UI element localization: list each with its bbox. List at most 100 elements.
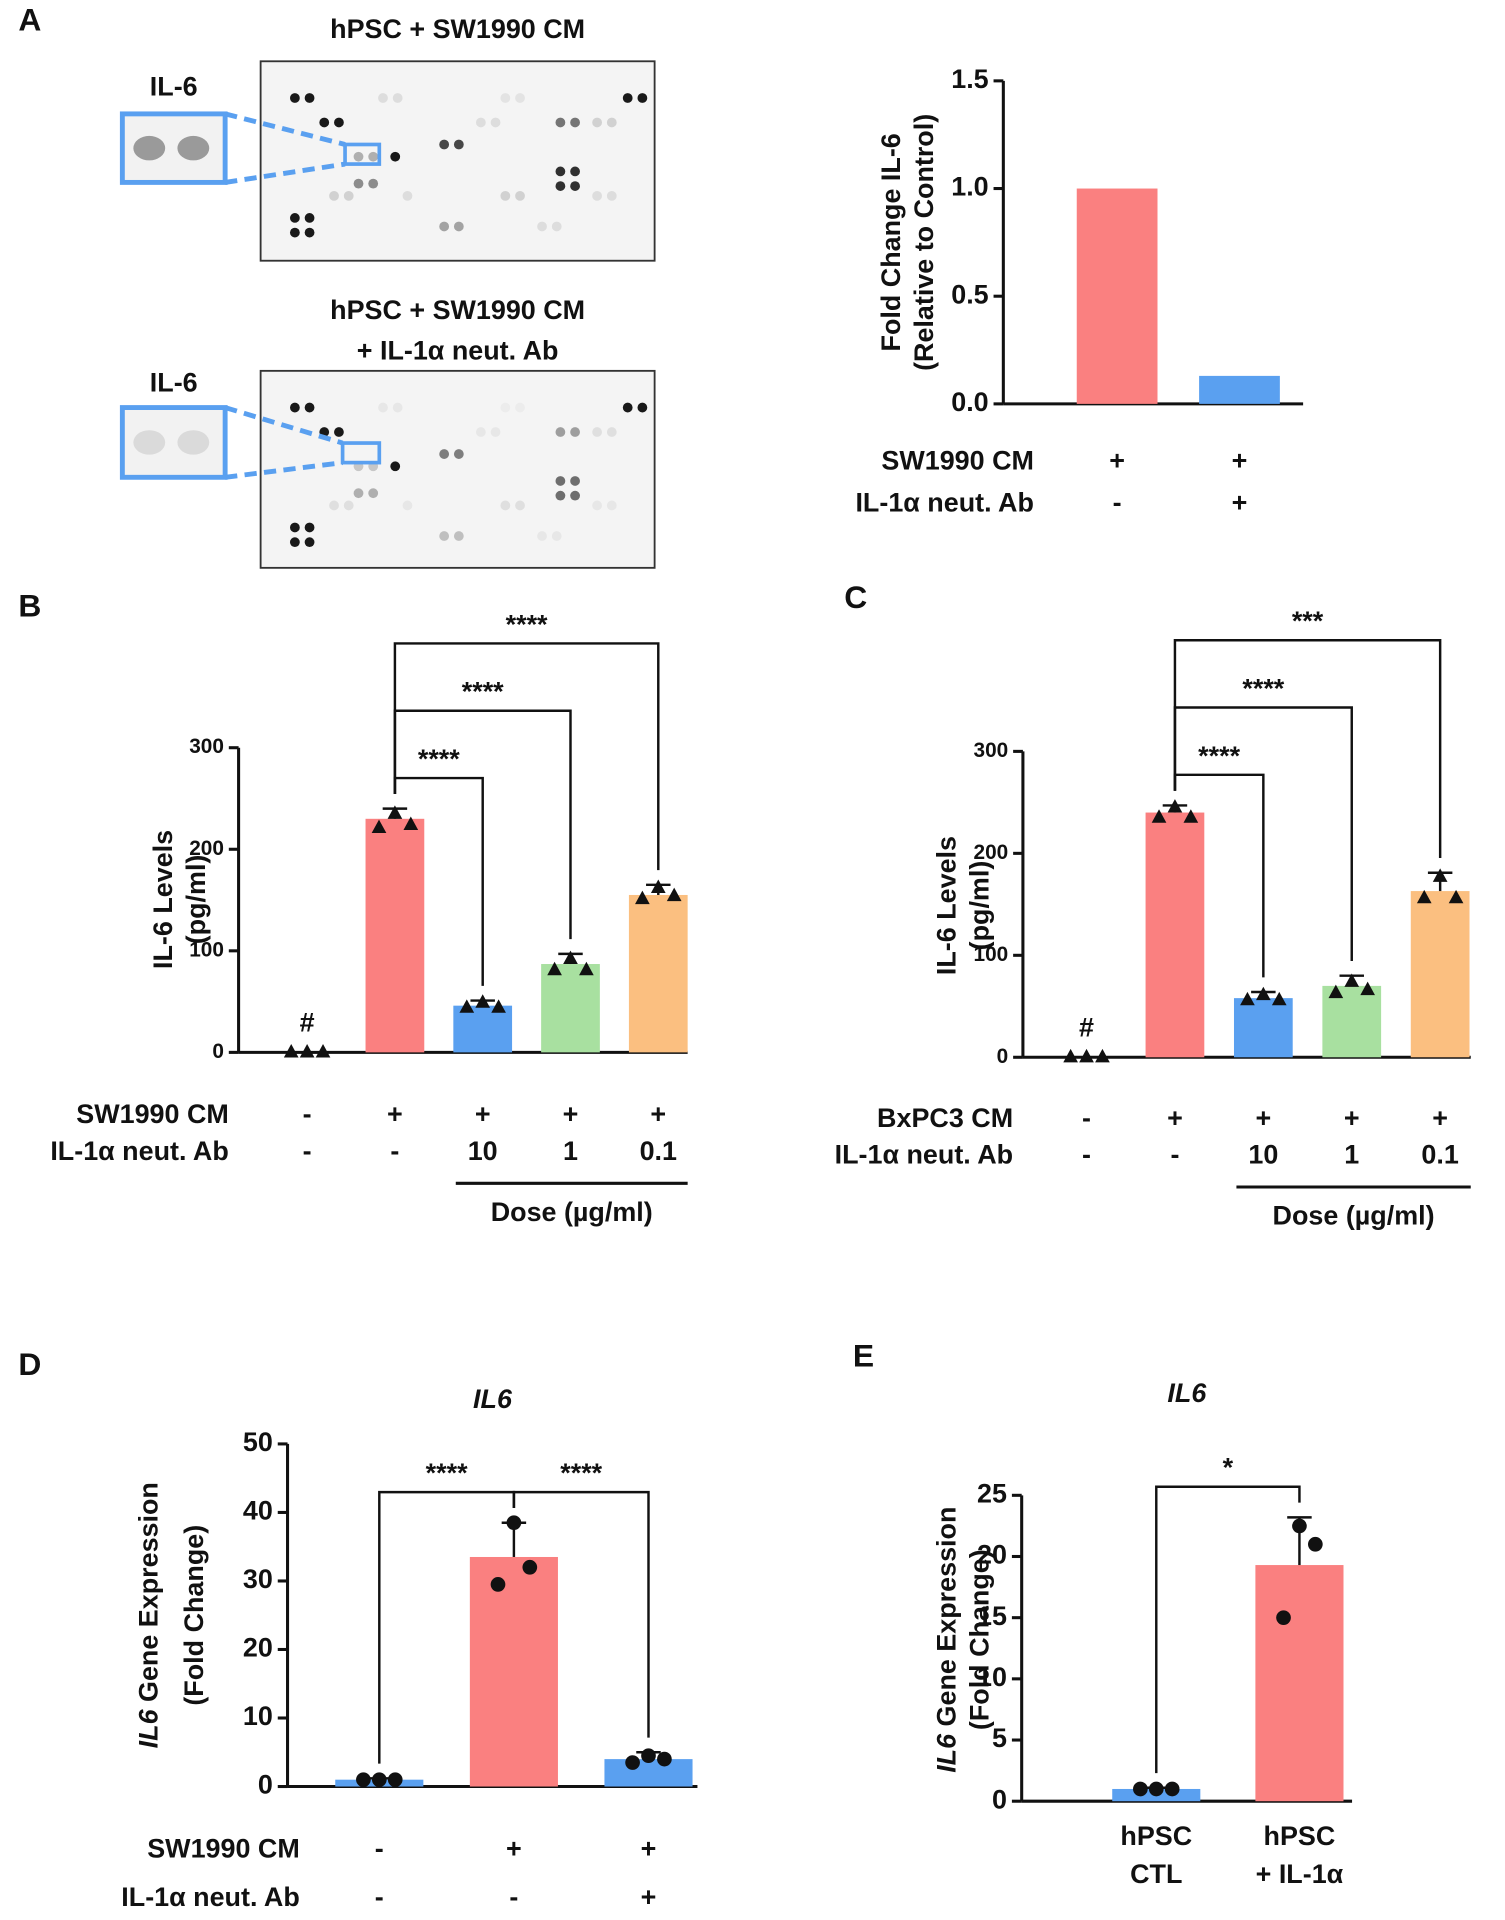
data-point (1416, 889, 1432, 904)
condition-value: - (303, 1099, 312, 1129)
blot-spot (368, 178, 379, 189)
data-point (650, 879, 666, 893)
zoom-line (224, 161, 346, 185)
y-axis-label-text: Fold Change IL-6 (876, 133, 906, 351)
condition-value: + (1255, 1103, 1271, 1133)
y-tick-label: 300 (189, 735, 224, 758)
condition-value: 0.1 (1421, 1139, 1458, 1169)
blot-spot (319, 117, 330, 128)
blot-spot (402, 500, 413, 511)
condition-value: - (1113, 487, 1122, 517)
bar (1076, 188, 1158, 404)
data-point (1240, 991, 1255, 1006)
significance-label: **** (560, 1458, 602, 1488)
blot-spot (304, 402, 315, 413)
y-axis-label: (Fold Change) (179, 1525, 209, 1706)
data-point (1164, 1781, 1180, 1797)
bar (1145, 812, 1205, 1058)
blot-title: hPSC + SW1990 CM (330, 14, 585, 44)
y-axis-label-text: Gene Expression (134, 1482, 164, 1709)
y-tick-label: 30 (243, 1564, 273, 1594)
blot-spot (515, 500, 525, 511)
blot-spot (551, 531, 562, 541)
condition-value: - (509, 1882, 518, 1912)
condition-value: + (641, 1833, 657, 1863)
blot-spot (343, 190, 354, 201)
condition-value: + (650, 1099, 666, 1129)
blot-spot (289, 537, 300, 548)
y-tick-label: 1.5 (951, 64, 988, 94)
blot-spot (368, 488, 379, 499)
blot-spot (606, 500, 617, 511)
data-point (563, 950, 578, 965)
y-axis-label: IL6 Gene Expression (931, 1507, 961, 1773)
y-axis-label: IL-6 Levels (931, 836, 961, 975)
y-axis-label: (Fold Change) (964, 1549, 994, 1730)
blot-spot (378, 93, 388, 103)
blot-spot (402, 190, 413, 201)
blot-spot (637, 93, 648, 103)
blot-spot (592, 117, 602, 128)
blot-spot (353, 488, 364, 499)
condition-label: IL-1α neut. Ab (855, 487, 1033, 517)
blot-spot (622, 93, 633, 103)
bar (453, 1005, 513, 1053)
y-tick-label: 0 (997, 1045, 1009, 1068)
condition-value: + (1232, 446, 1248, 476)
inset-spot (177, 135, 210, 161)
blot-spot (570, 427, 580, 437)
blot-spot (637, 402, 648, 413)
blot-spot (334, 117, 344, 128)
blot-spot (551, 221, 562, 232)
y-axis-label-text: (pg/ml) (964, 861, 994, 951)
significance-label: *** (1292, 606, 1324, 636)
data-point (522, 1559, 538, 1575)
y-tick-label: 10 (977, 1662, 1007, 1692)
bar (469, 1556, 558, 1787)
y-tick-label: 10 (243, 1701, 273, 1731)
data-point (1308, 1536, 1323, 1552)
condition-label: IL-1α neut. Ab (121, 1882, 299, 1912)
data-point (403, 816, 419, 830)
blot-spot (606, 117, 617, 128)
bar (604, 1759, 693, 1787)
condition-label: IL-1α neut. Ab (835, 1139, 1013, 1169)
blot-spot (500, 402, 511, 413)
bar (365, 818, 425, 1053)
condition-value: 10 (468, 1136, 498, 1166)
blot-spot (570, 166, 580, 177)
y-axis-label: (Relative to Control) (909, 114, 939, 371)
blot-spot (453, 139, 464, 150)
annotation: # (1079, 1012, 1094, 1042)
y-tick-label: 0 (212, 1040, 224, 1063)
blot-spot (555, 166, 566, 177)
significance-label: * (1223, 1453, 1234, 1483)
y-axis-label-text: (pg/ml) (181, 855, 211, 945)
zoom-line (224, 460, 343, 480)
condition-label: IL-1α neut. Ab (50, 1136, 228, 1166)
inset-spot (133, 430, 166, 455)
significance-bracket (512, 1490, 650, 1738)
data-point (635, 890, 650, 905)
blot-spot (555, 427, 566, 437)
blot-spot (606, 190, 617, 201)
y-tick-label: 5 (992, 1723, 1007, 1753)
data-point (547, 961, 562, 976)
condition-label: SW1990 CM (147, 1833, 300, 1863)
blot-spot (490, 427, 501, 437)
significance-bracket (393, 642, 660, 871)
blot-spot (439, 139, 450, 150)
condition-value: + (1344, 1103, 1360, 1133)
data-point (371, 1772, 387, 1788)
blot-spot (289, 227, 300, 238)
y-tick-label: 200 (974, 841, 1009, 864)
condition-value: + (1167, 1103, 1183, 1133)
y-axis-label: IL6 Gene Expression (134, 1482, 164, 1748)
data-point (283, 1044, 299, 1058)
y-tick-label: 25 (977, 1478, 1007, 1508)
blot-spot (304, 522, 315, 533)
data-point (666, 887, 682, 902)
blot-spot (592, 500, 602, 511)
y-axis-label: (pg/ml) (181, 855, 211, 945)
bar (1255, 1565, 1344, 1802)
